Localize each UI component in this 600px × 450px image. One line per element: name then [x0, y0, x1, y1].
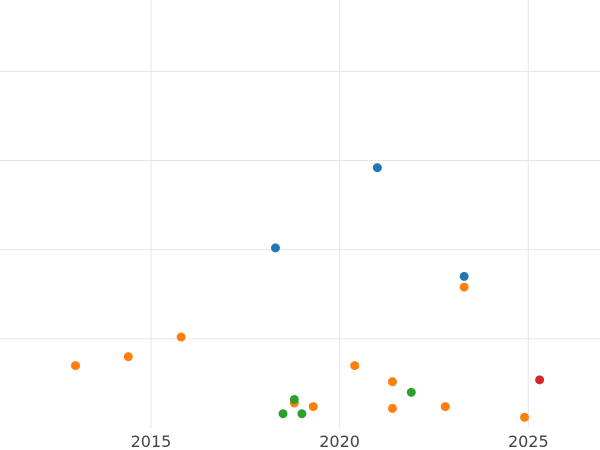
data-point [308, 402, 318, 412]
data-point [278, 409, 288, 419]
data-point [406, 387, 416, 397]
data-point [176, 332, 186, 342]
grid-layer [0, 0, 600, 428]
data-point [387, 403, 397, 413]
data-point [123, 352, 133, 362]
x-tick-label: 2025 [508, 432, 549, 450]
data-point [350, 361, 360, 371]
data-point [459, 282, 469, 292]
data-point [535, 375, 545, 385]
data-point [440, 402, 450, 412]
data-point [289, 394, 299, 404]
points-layer [70, 163, 545, 422]
data-point [270, 243, 280, 253]
x-tick-label: 2020 [319, 432, 360, 450]
x-tick-label: 2015 [131, 432, 172, 450]
data-point [520, 412, 530, 422]
data-point [297, 409, 307, 419]
data-point [70, 361, 80, 371]
data-point [372, 163, 382, 173]
tick-labels-layer: 2015 2020 2025 [131, 432, 549, 450]
data-point [459, 271, 469, 281]
data-point [387, 377, 397, 387]
